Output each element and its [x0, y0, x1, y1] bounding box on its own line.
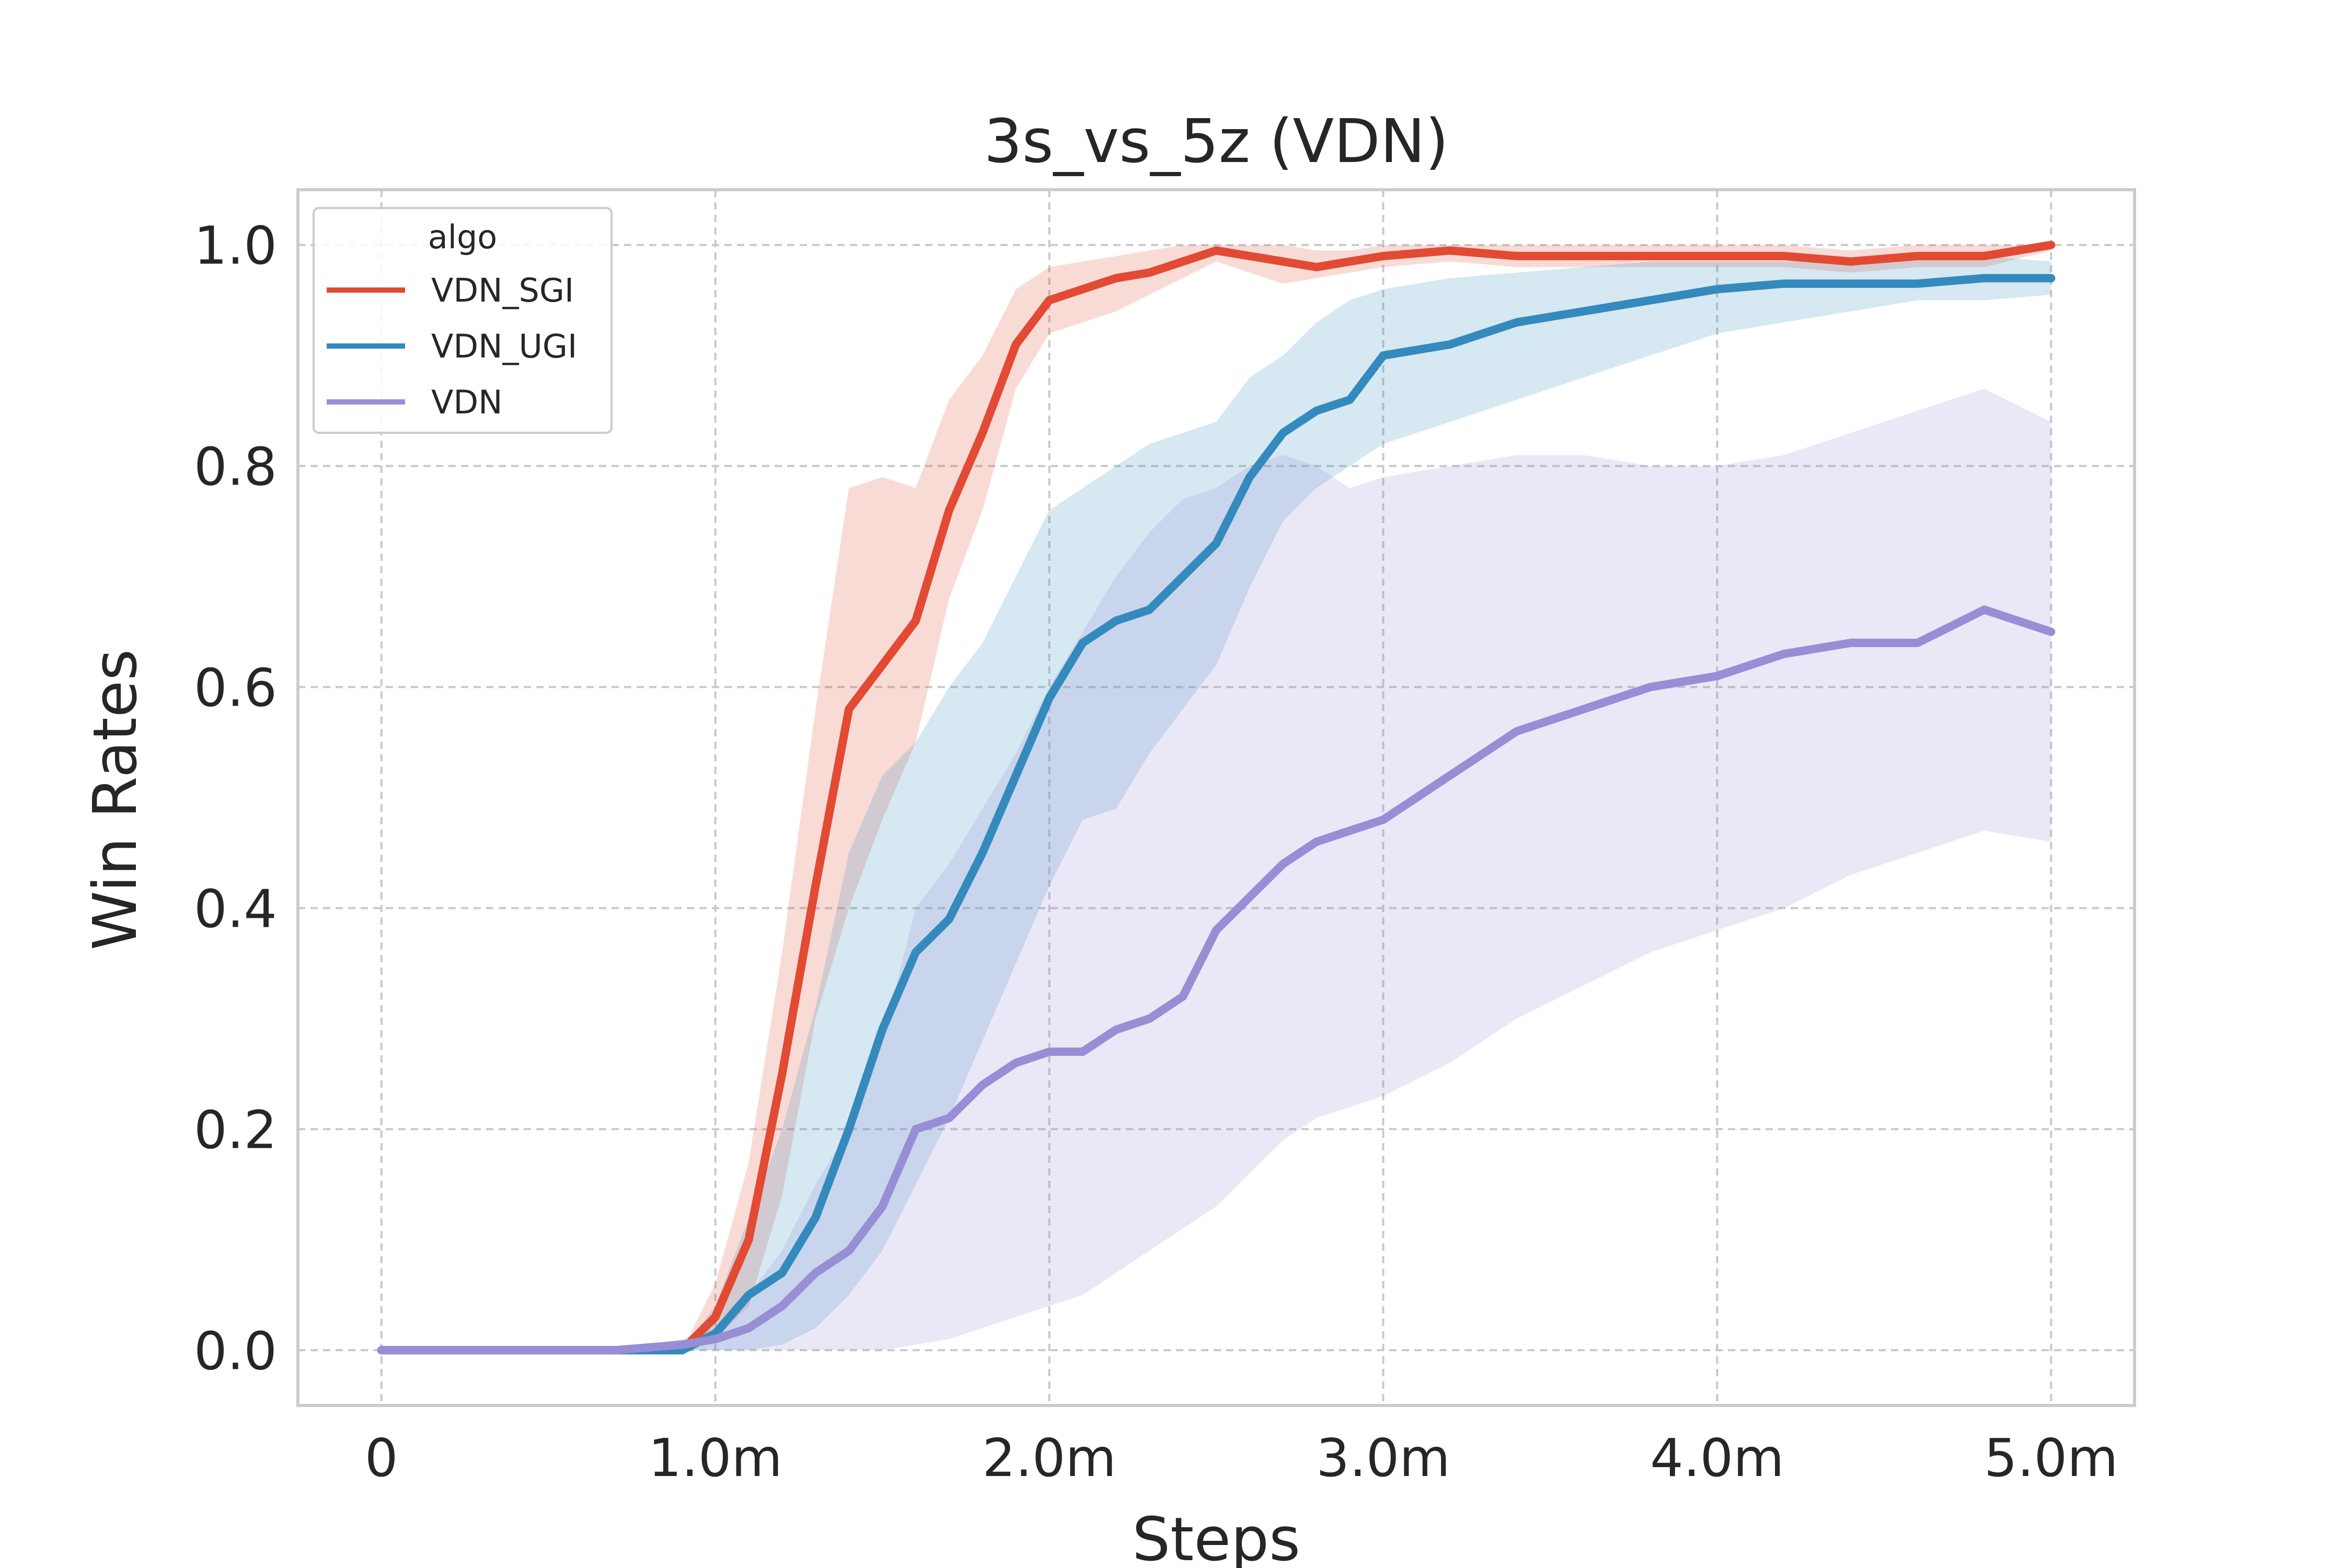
- x-tick-label: 5.0m: [1984, 1427, 2118, 1489]
- y-tick-label: 0.0: [194, 1320, 277, 1381]
- series-lines: [377, 240, 2056, 1355]
- line-vdn: [377, 605, 2056, 1355]
- y-tick-label: 0.2: [194, 1099, 277, 1160]
- band-vdn: [381, 388, 2051, 1351]
- grid: [298, 190, 2135, 1405]
- x-tick-label: 1.0m: [648, 1427, 782, 1489]
- y-tick-labels: 0.0 0.2 0.4 0.6 0.8 1.0: [194, 215, 277, 1382]
- y-tick-label: 1.0: [194, 215, 277, 276]
- legend-label: VDN_UGI: [431, 327, 577, 365]
- x-tick-label: 4.0m: [1650, 1427, 1784, 1489]
- line-vdn-sgi: [377, 240, 2056, 1355]
- legend[interactable]: algo VDN_SGI VDN_UGI VDN: [313, 207, 613, 434]
- plot-frame: [296, 188, 2136, 1407]
- x-axis-label: Steps: [1132, 1505, 1300, 1568]
- y-tick-label: 0.6: [194, 658, 277, 719]
- confidence-bands: [381, 245, 2051, 1351]
- x-tick-label: 3.0m: [1316, 1427, 1450, 1489]
- y-axis-label: Win Rates: [80, 649, 151, 950]
- y-tick-label: 0.4: [194, 878, 277, 939]
- legend-title: algo: [428, 218, 498, 256]
- chart-title: 3s_vs_5z (VDN): [984, 107, 1448, 177]
- x-tick-label: 0: [365, 1427, 398, 1489]
- legend-label: VDN_SGI: [431, 271, 574, 309]
- line-vdn-ugi: [377, 274, 2056, 1355]
- legend-label: VDN: [431, 383, 503, 421]
- x-tick-labels: 0 1.0m 2.0m 3.0m 4.0m 5.0m: [365, 1427, 2118, 1489]
- band-vdn-sgi: [381, 245, 2051, 1351]
- legend-box: [313, 207, 613, 434]
- band-vdn-ugi: [381, 256, 2051, 1351]
- y-tick-label: 0.8: [194, 436, 277, 498]
- x-tick-label: 2.0m: [982, 1427, 1116, 1489]
